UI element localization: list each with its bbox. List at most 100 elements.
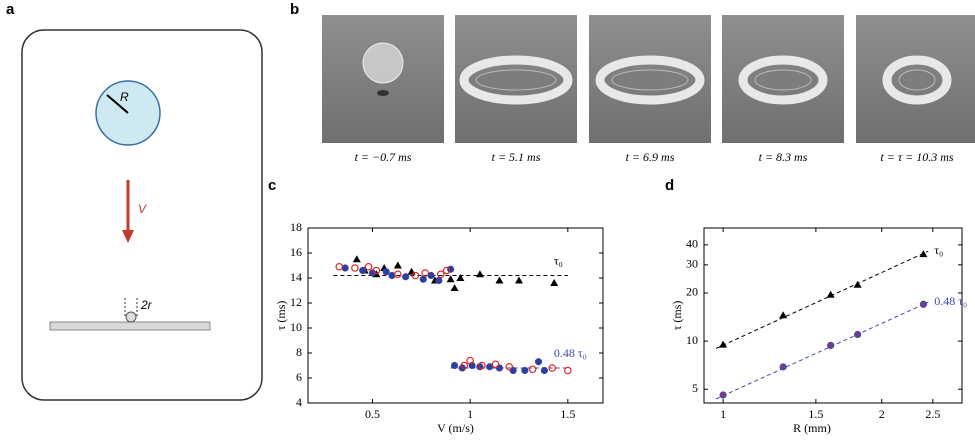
point bbox=[827, 341, 835, 349]
surface bbox=[49, 321, 211, 331]
reference-label: 0.48 τ₀ bbox=[934, 294, 967, 308]
point bbox=[411, 271, 420, 280]
radius-label: R bbox=[120, 90, 129, 104]
point bbox=[450, 284, 459, 291]
drop bbox=[95, 80, 161, 146]
caption: t = −0.7 ms bbox=[355, 150, 412, 164]
reference-label: τ₀ bbox=[554, 253, 563, 267]
x-tick-label: 1 bbox=[467, 407, 473, 421]
point bbox=[505, 362, 514, 371]
x-tick-label: 1.5 bbox=[560, 407, 575, 421]
obstacle bbox=[125, 311, 137, 323]
x-axis-label: R (mm) bbox=[793, 421, 831, 435]
y-tick-label: 10 bbox=[290, 320, 302, 334]
point bbox=[521, 366, 529, 375]
y-tick-label: 20 bbox=[686, 285, 698, 299]
y-tick-label: 30 bbox=[686, 257, 698, 271]
panel-label: a bbox=[6, 1, 15, 18]
point bbox=[854, 330, 862, 339]
plot-frame bbox=[307, 227, 604, 404]
point bbox=[364, 262, 373, 271]
y-tick-label: 8 bbox=[296, 345, 302, 359]
reference-line bbox=[715, 301, 929, 400]
point bbox=[779, 311, 788, 319]
point bbox=[359, 266, 367, 275]
velocity-label: V bbox=[138, 202, 147, 216]
x-tick-label: 2.5 bbox=[925, 407, 940, 421]
arrow-head bbox=[122, 230, 134, 243]
point bbox=[421, 269, 430, 277]
point bbox=[407, 267, 416, 275]
point bbox=[466, 356, 474, 365]
reference-label: τ₀ bbox=[934, 243, 943, 257]
point bbox=[540, 366, 548, 375]
point bbox=[534, 358, 543, 366]
point bbox=[394, 270, 402, 279]
point bbox=[719, 391, 727, 399]
point bbox=[853, 280, 862, 288]
point bbox=[352, 255, 361, 263]
y-tick-label: 5 bbox=[692, 381, 698, 395]
point bbox=[528, 365, 537, 374]
caption: t = τ = 10.3 ms bbox=[880, 150, 953, 164]
x-axis-label: V (m/s) bbox=[437, 421, 474, 435]
point bbox=[419, 275, 427, 283]
lamella-inner bbox=[754, 69, 812, 91]
plot-frame bbox=[703, 227, 963, 404]
x-tick-label: 2 bbox=[879, 407, 885, 421]
x-tick-label: 0.5 bbox=[365, 407, 380, 421]
point bbox=[382, 268, 390, 276]
lamella bbox=[595, 55, 705, 105]
lamella bbox=[882, 55, 952, 105]
droplet-shadow bbox=[377, 90, 389, 96]
y-tick-label: 6 bbox=[296, 370, 302, 384]
gap-label: 2r bbox=[140, 298, 153, 312]
panel-label: c bbox=[268, 177, 276, 194]
y-tick-label: 18 bbox=[290, 220, 302, 234]
point bbox=[460, 361, 469, 370]
lamella-inner bbox=[898, 69, 936, 91]
caption: t = 5.1 ms bbox=[492, 150, 541, 164]
point bbox=[372, 266, 381, 275]
y-tick-label: 4 bbox=[296, 395, 302, 409]
x-tick-label: 1 bbox=[720, 407, 726, 421]
caption: t = 8.3 ms bbox=[759, 150, 808, 164]
point bbox=[351, 264, 359, 272]
point bbox=[446, 275, 455, 283]
x-tick-label: 1.5 bbox=[808, 407, 823, 421]
point bbox=[826, 290, 835, 298]
point bbox=[509, 366, 517, 375]
point bbox=[450, 361, 459, 370]
point bbox=[719, 340, 728, 348]
lamella-inner bbox=[475, 69, 557, 91]
reference-line bbox=[715, 250, 929, 349]
point bbox=[564, 366, 572, 375]
photo-strip: t = −0.7 ms t = 5.1 ms t = 6.9 ms t = 8.3 m… bbox=[322, 15, 975, 164]
droplet bbox=[362, 42, 404, 84]
y-axis-label: τ (ms) bbox=[274, 301, 288, 331]
y-axis-label: τ (ms) bbox=[670, 301, 684, 331]
caption: t = 6.9 ms bbox=[626, 150, 675, 164]
chart: d 1 1.5 2 2.5 5 10 20 30 40 R (mm) τ (ms) τ₀ 0.48 τ₀ bbox=[665, 177, 967, 435]
y-tick-label: 12 bbox=[290, 295, 302, 309]
lamella bbox=[738, 55, 828, 105]
radius-line bbox=[106, 94, 129, 114]
panel-label: d bbox=[665, 177, 674, 194]
point bbox=[393, 261, 402, 269]
lamella-inner bbox=[611, 69, 689, 91]
container bbox=[21, 29, 263, 401]
point bbox=[437, 270, 445, 279]
point bbox=[550, 279, 559, 286]
point bbox=[456, 274, 465, 281]
point bbox=[491, 360, 500, 369]
chart: c 0.5 1 1.5 4 6 8 10 12 14 16 18 V (m/s) τ (ms) τ₀ 0.48… bbox=[268, 177, 604, 435]
point bbox=[335, 262, 344, 271]
point bbox=[402, 273, 410, 281]
point bbox=[447, 265, 455, 273]
y-tick-label: 16 bbox=[290, 245, 302, 259]
point bbox=[514, 276, 523, 284]
point bbox=[548, 364, 557, 372]
lamella bbox=[459, 55, 573, 105]
y-tick-label: 14 bbox=[290, 270, 302, 284]
